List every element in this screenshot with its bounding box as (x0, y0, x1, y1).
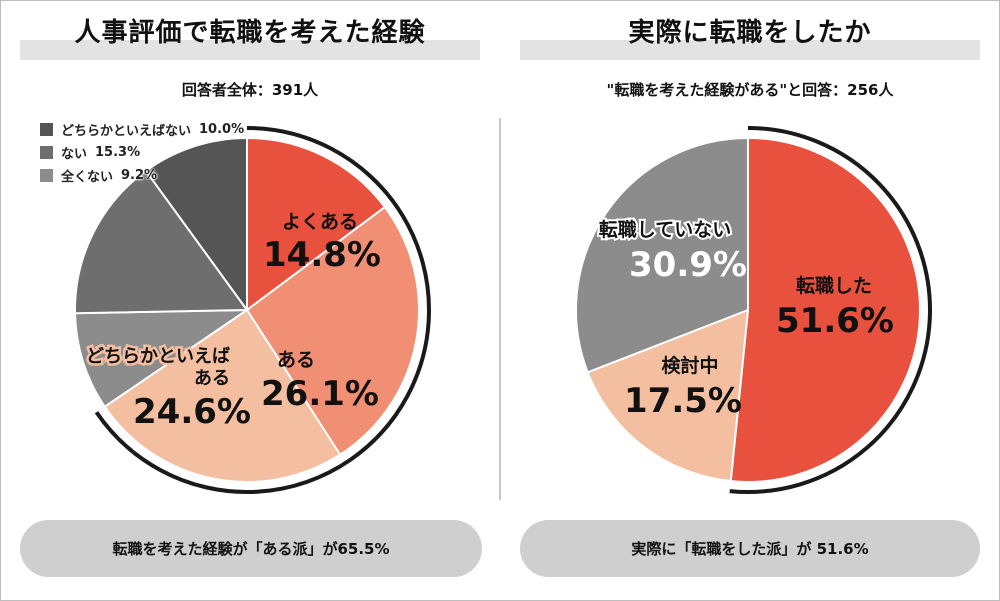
slice-label-tenshoku-shita: 転職した (796, 274, 872, 297)
slice-label-kentouchuu: 検討中 (661, 354, 718, 377)
left-respondents: 回答者全体：391人 (181, 81, 319, 99)
slice-label-shiteinai: 転職していない (599, 218, 731, 241)
legend: どちらかといえばない 10.0% ない 15.3% 全くない 9.2% (40, 118, 244, 187)
pie-slice (729, 136, 921, 483)
pie-slice (74, 308, 251, 409)
legend-label: どちらかといえばない (61, 124, 192, 139)
slice-label-dochira-line2: ある (194, 368, 230, 389)
right-chart-title: 実際に転職をしたか (628, 18, 872, 48)
legend-item: 全くない 9.2% (40, 164, 244, 187)
legend-label: ない (61, 147, 88, 162)
pie-slice (144, 136, 248, 314)
right-panel: 実際に転職をしたか "転職を考えた経験がある"と回答：256人 転職した 51.… (500, 0, 1000, 601)
left-panel: 人事評価で転職を考えた経験 回答者全体：391人 よくある 14.8% ある 2… (20, 18, 482, 577)
right-respondents: "転職を考えた経験がある"と回答：256人 (606, 81, 894, 99)
legend-value: 9.2% (121, 168, 158, 183)
highlight-arc (729, 126, 932, 494)
slice-pct-dochira: 24.6% (133, 392, 251, 432)
legend-swatch (40, 123, 53, 136)
pie-slice (586, 308, 750, 483)
right-summary-pill: 実際に「転職をした派」が 51.6% (520, 520, 980, 577)
highlight-arc (94, 126, 431, 494)
panel-divider (499, 118, 501, 500)
slice-label-dochira-line1: どちらかといえば (86, 346, 230, 367)
pie-slice (74, 169, 249, 315)
pie-slice (246, 136, 387, 312)
left-summary-pill: 転職を考えた経験が「ある派」が65.5% (20, 520, 482, 577)
slice-pct-aru: 26.1% (261, 374, 379, 414)
left-pie-chart: よくある 14.8% ある 26.1% どちらかといえば ある 24.6% (74, 126, 431, 494)
left-chart-title: 人事評価で転職を考えた経験 (74, 18, 426, 48)
pie-slice (103, 308, 342, 483)
title-band (520, 40, 980, 60)
legend-swatch (40, 169, 53, 182)
legend-label: 全くない (61, 170, 114, 185)
slice-pct-shiteinai: 30.9% (629, 245, 747, 285)
legend-item: どちらかといえばない 10.0% (40, 118, 244, 141)
right-pie-chart: 転職した 51.6% 検討中 17.5% 転職していない 30.9% (575, 126, 932, 494)
pie-slice (245, 205, 420, 457)
legend-item: ない 15.3% (40, 141, 244, 164)
slice-label-aru: ある (277, 349, 315, 371)
slice-pct-tenshoku-shita: 51.6% (776, 301, 894, 341)
title-band (20, 40, 480, 60)
pie-slice (575, 136, 749, 374)
legend-value: 15.3% (95, 145, 141, 160)
slice-pct-kentouchuu: 17.5% (624, 381, 742, 421)
legend-value: 10.0% (199, 122, 245, 137)
slice-pct-yoku-aru: 14.8% (263, 235, 381, 275)
slice-label-yoku-aru: よくある (282, 211, 358, 233)
legend-swatch (40, 146, 53, 159)
